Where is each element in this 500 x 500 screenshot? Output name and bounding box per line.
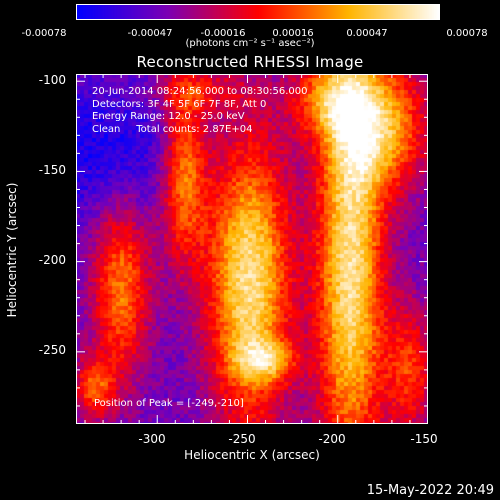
image-info: 20-Jun-2014 08:24:56.000 to 08:30:56.000… (92, 86, 308, 136)
y-tick-label: -200 (38, 253, 66, 267)
colorbar-tick: 0.00047 (346, 28, 388, 39)
peak-position-label: Position of Peak = [-249,-210] (94, 398, 244, 409)
y-tick-label: -250 (38, 343, 66, 357)
colorbar-tick: 0.00016 (272, 28, 314, 39)
heatmap-image (76, 74, 428, 424)
info-detectors: Detectors: 3F 4F 5F 6F 7F 8F, Att 0 (92, 98, 267, 110)
plot-title: Reconstructed RHESSI Image (136, 53, 364, 71)
x-tick-label: -200 (318, 432, 346, 446)
colorbar-units: (photons cm⁻² s⁻¹ asec⁻²) (185, 38, 315, 49)
image-plot (76, 74, 428, 424)
colorbar-tick: 0.00078 (446, 28, 488, 39)
x-tick-label: -250 (228, 432, 256, 446)
x-axis-label: Heliocentric X (arcsec) (184, 448, 320, 462)
info-clean-counts: Clean Total counts: 2.87E+04 (92, 123, 253, 135)
y-axis-label: Heliocentric Y (arcsec) (5, 182, 19, 318)
colorbar-tick: -0.00047 (127, 28, 173, 39)
info-energy-range: Energy Range: 12.0 - 25.0 keV (92, 111, 245, 122)
info-time-range: 20-Jun-2014 08:24:56.000 to 08:30:56.000 (92, 86, 308, 97)
x-tick-label: -150 (410, 432, 438, 446)
plot-frame (76, 74, 428, 424)
x-tick-label: -300 (138, 432, 166, 446)
colorbar (76, 4, 440, 20)
colorbar-tick: -0.00016 (200, 28, 246, 39)
colorbar-tick: -0.00078 (21, 28, 67, 39)
y-tick-label: -100 (38, 73, 66, 87)
timestamp: 15-May-2022 20:49 (366, 483, 494, 498)
y-tick-label: -150 (38, 163, 66, 177)
